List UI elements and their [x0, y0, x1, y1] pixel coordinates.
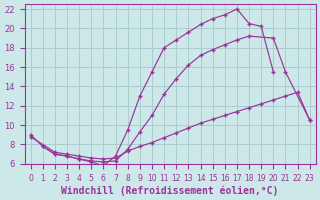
X-axis label: Windchill (Refroidissement éolien,°C): Windchill (Refroidissement éolien,°C): [61, 185, 279, 196]
